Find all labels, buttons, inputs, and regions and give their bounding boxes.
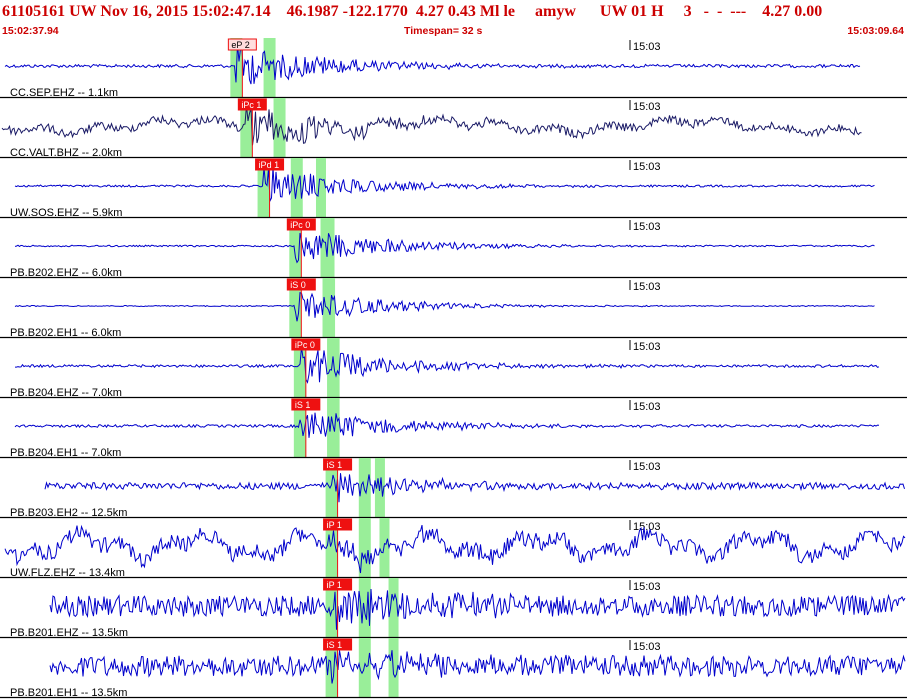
time-tick-label: 15:03 <box>633 641 661 653</box>
p-pick-window <box>289 218 302 278</box>
channel-row[interactable]: 15:03 iS 1 PB.B201.EH1 -- 13.5km <box>0 638 907 699</box>
pick-flag[interactable] <box>286 218 316 231</box>
waveform <box>4 524 906 574</box>
channel-label: PB.B202.EHZ -- 6.0km <box>10 267 122 279</box>
pick-flag[interactable] <box>323 578 353 591</box>
channel-row[interactable]: 15:03 iPc 0 PB.B204.EHZ -- 7.0km <box>0 338 907 399</box>
pick-flag[interactable] <box>291 398 321 411</box>
s-pick-window <box>358 518 371 578</box>
p-pick-window <box>289 278 302 338</box>
time-tick-label: 15:03 <box>633 581 661 593</box>
event-title: 61105161 UW Nov 16, 2015 15:02:47.14 46.… <box>2 3 823 20</box>
time-tick-label: 15:03 <box>633 401 661 413</box>
waveform <box>1 105 862 146</box>
pick-flag-label: iPc 1 <box>241 100 261 110</box>
channel-label: PB.B204.EH1 -- 7.0km <box>10 447 121 459</box>
s-pick-window <box>358 638 371 698</box>
channel-label: PB.B203.EH2 -- 12.5km <box>10 507 127 519</box>
pick-flag-label: iS 1 <box>327 640 343 650</box>
pick-flag-label: iPc 0 <box>290 220 310 230</box>
p-pick-window <box>293 398 306 458</box>
waveform <box>14 166 875 203</box>
channel-row[interactable]: 15:03 iPc 1 CC.VALT.BHZ -- 2.0km <box>0 98 907 159</box>
secondary-pick-window <box>315 158 326 218</box>
waveform <box>14 292 875 322</box>
pick-flag[interactable] <box>291 338 321 351</box>
waveform <box>4 43 861 85</box>
channel-row[interactable]: 15:03 eP 2 CC.SEP.EHZ -- 1.1km <box>0 38 907 99</box>
secondary-pick-window <box>379 518 390 578</box>
time-tick-label: 15:03 <box>633 281 661 293</box>
channel-label: UW.FLZ.EHZ -- 13.4km <box>10 567 125 579</box>
waveform <box>15 347 880 384</box>
pick-flag[interactable] <box>323 638 353 651</box>
waveform <box>44 473 905 503</box>
channel-row[interactable]: 15:03 iS 1 PB.B203.EH2 -- 12.5km <box>0 458 907 519</box>
p-pick-window <box>257 158 270 218</box>
start-time: 15:02:37.94 <box>2 25 59 37</box>
channel-label: PB.B201.EHZ -- 13.5km <box>10 627 128 639</box>
p-pick-window <box>293 338 306 398</box>
channel-row[interactable]: 15:03 iS 0 PB.B202.EH1 -- 6.0km <box>0 278 907 339</box>
time-tick-label: 15:03 <box>633 161 661 173</box>
channel-row[interactable]: 15:03 iPd 1 UW.SOS.EHZ -- 5.9km <box>0 158 907 219</box>
pick-flag[interactable] <box>227 38 257 51</box>
end-time: 15:03:09.64 <box>847 25 904 37</box>
waveform <box>49 650 906 684</box>
pick-flag[interactable] <box>255 158 285 171</box>
secondary-pick-window <box>388 578 399 638</box>
pick-flag[interactable] <box>323 518 353 531</box>
s-pick-window <box>358 458 371 518</box>
time-tick-label: 15:03 <box>633 461 661 473</box>
p-pick-window <box>325 518 338 578</box>
channel-label: PB.B201.EH1 -- 13.5km <box>10 687 127 699</box>
pick-flag-label: iPd 1 <box>259 160 280 170</box>
pick-flag[interactable] <box>286 278 316 291</box>
pick-flag-label: eP 2 <box>231 40 249 50</box>
time-tick-label: 15:03 <box>633 221 661 233</box>
waveform <box>14 412 880 438</box>
channel-label: UW.SOS.EHZ -- 5.9km <box>10 207 122 219</box>
pick-flag-label: iS 1 <box>327 460 343 470</box>
waveform <box>14 232 875 264</box>
event-header: 61105161 UW Nov 16, 2015 15:02:47.14 46.… <box>0 0 907 38</box>
channel-label: CC.SEP.EHZ -- 1.1km <box>10 87 118 99</box>
secondary-pick-window <box>320 218 331 278</box>
channel-label: CC.VALT.BHZ -- 2.0km <box>10 147 122 159</box>
pick-flag-label: iP 1 <box>327 580 342 590</box>
waveform <box>49 588 906 630</box>
channel-row[interactable]: 15:03 iS 1 PB.B204.EH1 -- 7.0km <box>0 398 907 459</box>
pick-flag-label: iP 1 <box>327 520 342 530</box>
time-tick-label: 15:03 <box>633 101 661 113</box>
pick-flag[interactable] <box>323 458 353 471</box>
pick-flag-label: iPc 0 <box>295 340 315 350</box>
p-pick-window <box>325 458 338 518</box>
seismogram-panel[interactable]: 15:03 eP 2 CC.SEP.EHZ -- 1.1km 15:03 iPc 1 CC… <box>0 38 907 700</box>
timespan-label: Timespan= 32 s <box>404 25 483 37</box>
pick-flag-label: iS 1 <box>295 400 311 410</box>
channel-row[interactable]: 15:03 iPc 0 PB.B202.EHZ -- 6.0km <box>0 218 907 279</box>
time-tick-label: 15:03 <box>633 41 661 53</box>
seismogram-traces[interactable]: 15:03 eP 2 CC.SEP.EHZ -- 1.1km 15:03 iPc 1 CC… <box>0 38 907 700</box>
pick-flag-label: iS 0 <box>290 280 306 290</box>
pick-flag[interactable] <box>237 98 267 111</box>
channel-label: PB.B202.EH1 -- 6.0km <box>10 327 121 339</box>
time-tick-label: 15:03 <box>633 341 661 353</box>
channel-label: PB.B204.EHZ -- 7.0km <box>10 387 122 399</box>
channel-row[interactable]: 15:03 iP 1 PB.B201.EHZ -- 13.5km <box>0 578 907 639</box>
